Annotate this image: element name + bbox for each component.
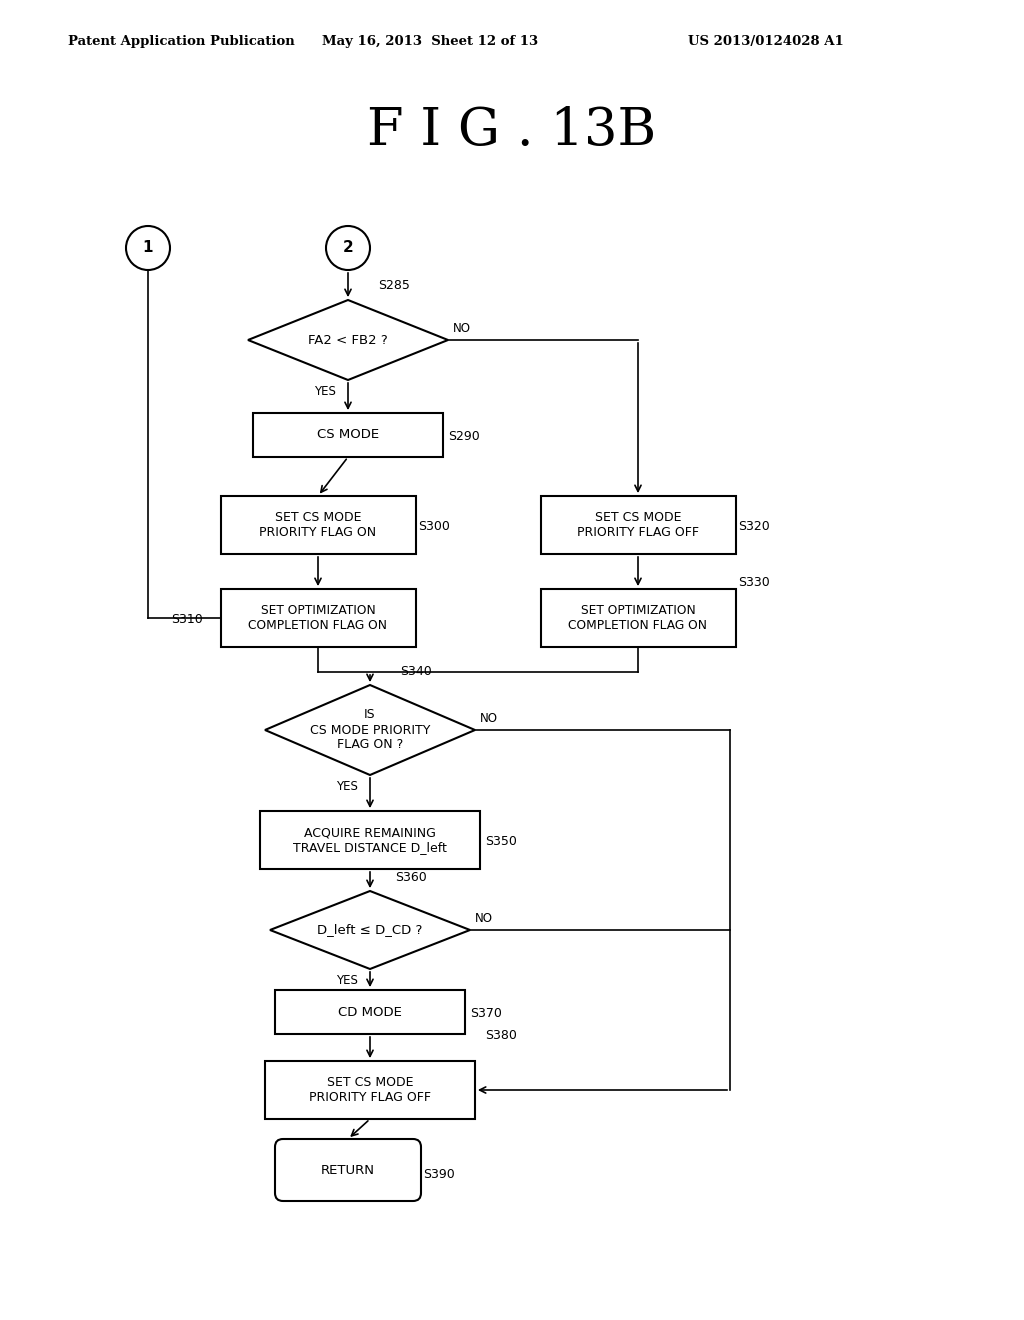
Polygon shape <box>248 300 449 380</box>
Bar <box>260 810 480 869</box>
Bar <box>220 496 416 554</box>
Circle shape <box>326 226 370 271</box>
Text: S370: S370 <box>470 1007 502 1020</box>
Text: SET CS MODE
PRIORITY FLAG OFF: SET CS MODE PRIORITY FLAG OFF <box>577 511 699 539</box>
Bar <box>265 1061 475 1119</box>
Text: CS MODE: CS MODE <box>317 429 379 441</box>
Text: S290: S290 <box>449 430 480 444</box>
Text: S330: S330 <box>738 576 770 589</box>
Text: YES: YES <box>314 385 336 399</box>
Text: YES: YES <box>336 974 358 987</box>
Text: ACQUIRE REMAINING
TRAVEL DISTANCE D_left: ACQUIRE REMAINING TRAVEL DISTANCE D_left <box>293 826 446 854</box>
Text: SET OPTIMIZATION
COMPLETION FLAG ON: SET OPTIMIZATION COMPLETION FLAG ON <box>249 605 387 632</box>
Text: RETURN: RETURN <box>321 1163 375 1176</box>
Text: SET CS MODE
PRIORITY FLAG ON: SET CS MODE PRIORITY FLAG ON <box>259 511 377 539</box>
Text: May 16, 2013  Sheet 12 of 13: May 16, 2013 Sheet 12 of 13 <box>322 36 538 49</box>
Text: S320: S320 <box>738 520 770 533</box>
Text: S350: S350 <box>485 836 517 847</box>
Text: US 2013/0124028 A1: US 2013/0124028 A1 <box>688 36 844 49</box>
Circle shape <box>126 226 170 271</box>
Bar <box>541 496 735 554</box>
Text: S310: S310 <box>171 612 203 626</box>
Text: NO: NO <box>480 711 498 725</box>
Text: F I G . 13B: F I G . 13B <box>368 104 656 156</box>
FancyBboxPatch shape <box>275 1139 421 1201</box>
Text: FA2 < FB2 ?: FA2 < FB2 ? <box>308 334 388 346</box>
Text: IS
CS MODE PRIORITY
FLAG ON ?: IS CS MODE PRIORITY FLAG ON ? <box>310 709 430 751</box>
Text: D_left ≤ D_CD ?: D_left ≤ D_CD ? <box>317 924 423 936</box>
Text: S285: S285 <box>378 279 410 292</box>
Text: YES: YES <box>336 780 358 793</box>
Text: CD MODE: CD MODE <box>338 1006 402 1019</box>
Text: SET CS MODE
PRIORITY FLAG OFF: SET CS MODE PRIORITY FLAG OFF <box>309 1076 431 1104</box>
Bar <box>275 990 465 1034</box>
Polygon shape <box>270 891 470 969</box>
Text: S360: S360 <box>395 871 427 884</box>
Text: 1: 1 <box>142 240 154 256</box>
Text: S340: S340 <box>400 665 432 678</box>
Text: S390: S390 <box>423 1168 455 1181</box>
Bar <box>220 589 416 647</box>
Text: NO: NO <box>475 912 493 925</box>
Text: 2: 2 <box>343 240 353 256</box>
Text: SET OPTIMIZATION
COMPLETION FLAG ON: SET OPTIMIZATION COMPLETION FLAG ON <box>568 605 708 632</box>
Text: Patent Application Publication: Patent Application Publication <box>68 36 295 49</box>
Bar <box>541 589 735 647</box>
Bar <box>253 413 443 457</box>
Text: NO: NO <box>453 322 471 335</box>
Text: S300: S300 <box>418 520 450 533</box>
Polygon shape <box>265 685 475 775</box>
Text: S380: S380 <box>485 1030 517 1041</box>
